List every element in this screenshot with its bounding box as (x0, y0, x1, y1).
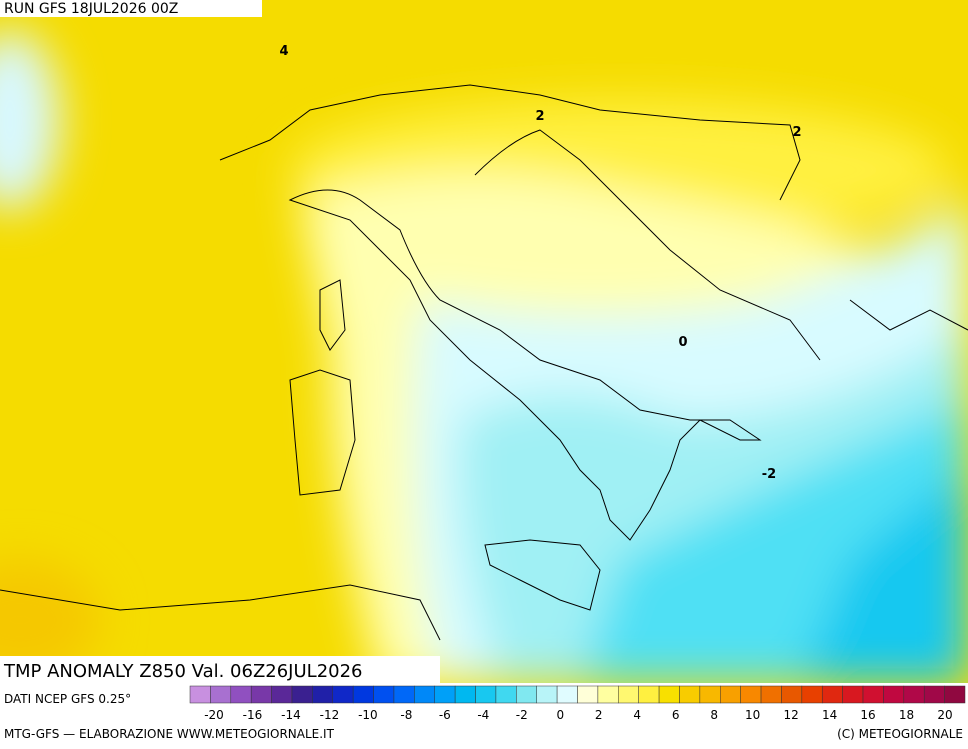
colorbar-swatch (944, 685, 966, 704)
colorbar-swatch (434, 685, 456, 704)
colorbar-swatch (230, 685, 252, 704)
colorbar-swatch (291, 685, 313, 704)
colorbar-swatch (332, 685, 354, 704)
colorbar-tick-label: -16 (243, 708, 263, 722)
colorbar: -20 -16 -14 -12 -10 -8 -6 -4 -2 0 2 4 6 8 10 12 14 16 18 20 (189, 685, 966, 722)
colorbar-swatch (352, 685, 374, 704)
data-source: DATI NCEP GFS 0.25° (4, 692, 131, 706)
footer-left: MTG-GFS — ELABORAZIONE WWW.METEOGIORNALE… (4, 727, 335, 741)
colorbar-swatch (638, 685, 660, 704)
colorbar-swatch (740, 685, 762, 704)
colorbar-swatch (516, 685, 537, 704)
coastlines (0, 84, 968, 641)
contour-label: 2 (535, 109, 544, 124)
colorbar-swatch (536, 685, 558, 704)
colorbar-swatch (801, 685, 823, 704)
colorbar-swatch (393, 685, 415, 704)
colorbar-tick-label: 18 (899, 708, 914, 722)
colorbar-swatch (271, 685, 293, 704)
footer-right: (C) METEOGIORNALE (837, 727, 963, 741)
colorbar-swatch (250, 685, 272, 704)
colorbar-swatch (821, 685, 843, 704)
colorbar-tick-label: -6 (439, 708, 451, 722)
colorbar-swatch (923, 685, 945, 704)
colorbar-tick-label: 4 (633, 708, 641, 722)
map-field (0, 0, 968, 683)
contour-label: 2 (792, 125, 801, 140)
colorbar-swatch (720, 685, 741, 704)
colorbar-tick-label: 10 (745, 708, 760, 722)
colorbar-tick-label: 0 (556, 708, 564, 722)
colorbar-swatch (597, 685, 619, 704)
colorbar-swatch (312, 685, 334, 704)
colorbar-swatch (679, 685, 701, 704)
colorbar-tick-label: 6 (672, 708, 680, 722)
colorbar-swatch (699, 685, 721, 704)
colorbar-tick-label: -2 (516, 708, 528, 722)
colorbar-tick-label: 8 (710, 708, 718, 722)
colorbar-swatch (414, 685, 435, 704)
colorbar-tick-label: 14 (822, 708, 837, 722)
colorbar-swatch (373, 685, 395, 704)
colorbar-swatch (862, 685, 884, 704)
colorbar-tick-label: -4 (477, 708, 489, 722)
colorbar-tick-label: -12 (320, 708, 340, 722)
colorbar-swatch (781, 685, 803, 704)
contour-label: 0 (678, 335, 687, 350)
colorbar-tick-label: 2 (595, 708, 603, 722)
colorbar-tick-label: -8 (400, 708, 412, 722)
header-box (0, 0, 262, 17)
title-box (0, 656, 440, 683)
colorbar-swatch (618, 685, 639, 704)
colorbar-swatch (760, 685, 782, 704)
colorbar-swatch (883, 685, 905, 704)
colorbar-swatch (475, 685, 497, 704)
colorbar-tick-label: -20 (204, 708, 224, 722)
colorbar-tick-label: 16 (860, 708, 875, 722)
colorbar-tick-label: -10 (358, 708, 378, 722)
colorbar-swatch (903, 685, 925, 704)
colorbar-swatch (189, 685, 211, 704)
colorbar-swatch (556, 685, 578, 704)
colorbar-tick-label: 20 (937, 708, 952, 722)
map-title: TMP ANOMALY Z850 Val. 06Z26JUL2026 (3, 661, 363, 682)
colorbar-swatch (577, 685, 599, 704)
colorbar-swatch (210, 685, 232, 704)
colorbar-swatch (658, 685, 680, 704)
contour-label: 4 (279, 44, 288, 59)
colorbar-swatch (495, 685, 517, 704)
contour-label: -2 (762, 467, 776, 482)
colorbar-swatch (842, 685, 864, 704)
run-label: RUN GFS 18JUL2026 00Z (4, 1, 178, 17)
colorbar-swatch (454, 685, 476, 704)
colorbar-tick-label: -14 (281, 708, 301, 722)
colorbar-tick-label: 12 (783, 708, 798, 722)
